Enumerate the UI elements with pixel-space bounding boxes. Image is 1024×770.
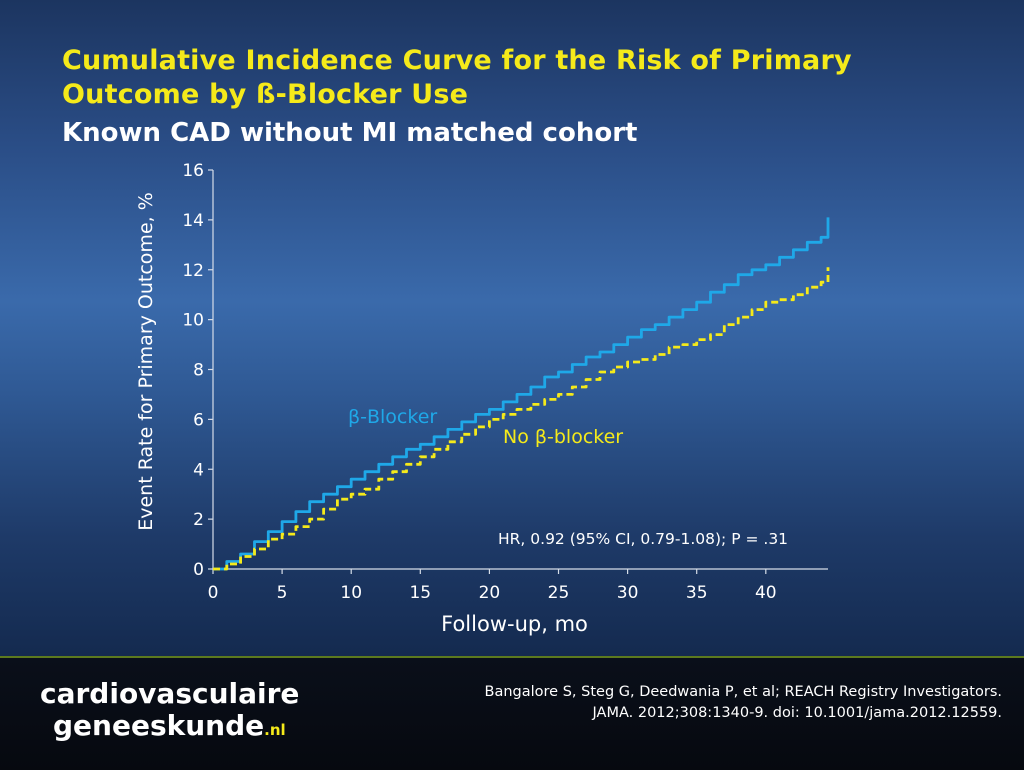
citation-line-2: JAMA. 2012;308:1340-9. doi: 10.1001/jama… xyxy=(592,705,1002,721)
y-tick-label: 8 xyxy=(193,361,204,381)
title-line-1: Cumulative Incidence Curve for the Risk … xyxy=(62,45,852,76)
slide-title: Cumulative Incidence Curve for the Risk … xyxy=(62,44,962,112)
citation-line-1: Bangalore S, Steg G, Deedwania P, et al;… xyxy=(484,684,1002,700)
y-tick-label: 10 xyxy=(182,311,204,331)
x-tick-label: 35 xyxy=(686,583,708,603)
series-label-beta-blocker: β-Blocker xyxy=(348,406,437,428)
x-tick-label: 0 xyxy=(208,583,219,603)
x-tick-label: 40 xyxy=(755,583,777,603)
x-tick-label: 25 xyxy=(548,583,570,603)
x-tick-label: 5 xyxy=(277,583,288,603)
y-tick-label: 0 xyxy=(193,560,204,580)
brand-logo: cardiovasculaire geneeskunde.nl xyxy=(40,678,299,746)
y-tick-label: 14 xyxy=(182,211,204,231)
logo-tld: .nl xyxy=(264,721,286,739)
citation: Bangalore S, Steg G, Deedwania P, et al;… xyxy=(342,682,1002,724)
x-axis-label: Follow-up, mo xyxy=(441,612,588,636)
hazard-ratio-annotation: HR, 0.92 (95% CI, 0.79-1.08); P = .31 xyxy=(498,530,788,548)
y-tick-label: 16 xyxy=(182,161,204,181)
x-tick-label: 20 xyxy=(479,583,501,603)
logo-line-2: geneeskunde xyxy=(53,709,265,742)
x-tick-label: 30 xyxy=(617,583,639,603)
x-tick-label: 15 xyxy=(409,583,431,603)
y-axis-label: Event Rate for Primary Outcome, % xyxy=(135,192,157,531)
series-line-no-beta-blocker xyxy=(213,267,830,571)
title-line-2: Outcome by ß-Blocker Use xyxy=(62,79,469,110)
y-tick-label: 2 xyxy=(193,510,204,530)
slide-background xyxy=(0,0,1024,656)
y-tick-label: 12 xyxy=(182,261,204,281)
y-tick-label: 6 xyxy=(193,410,204,430)
y-tick-label: 4 xyxy=(193,460,204,480)
series-line-beta-blocker xyxy=(213,217,830,571)
footer: cardiovasculaire geneeskunde.nl Bangalor… xyxy=(0,656,1024,770)
x-tick-label: 10 xyxy=(340,583,362,603)
incidence-chart: 0 2 4 6 8 10 12 14 16 0 5 10 15 20 25 30 35 40 Follow-up, … xyxy=(135,161,830,636)
slide-subtitle: Known CAD without MI matched cohort xyxy=(62,118,638,148)
logo-line-1: cardiovasculaire xyxy=(40,677,300,710)
series-label-no-beta-blocker: No β-blocker xyxy=(503,426,623,448)
